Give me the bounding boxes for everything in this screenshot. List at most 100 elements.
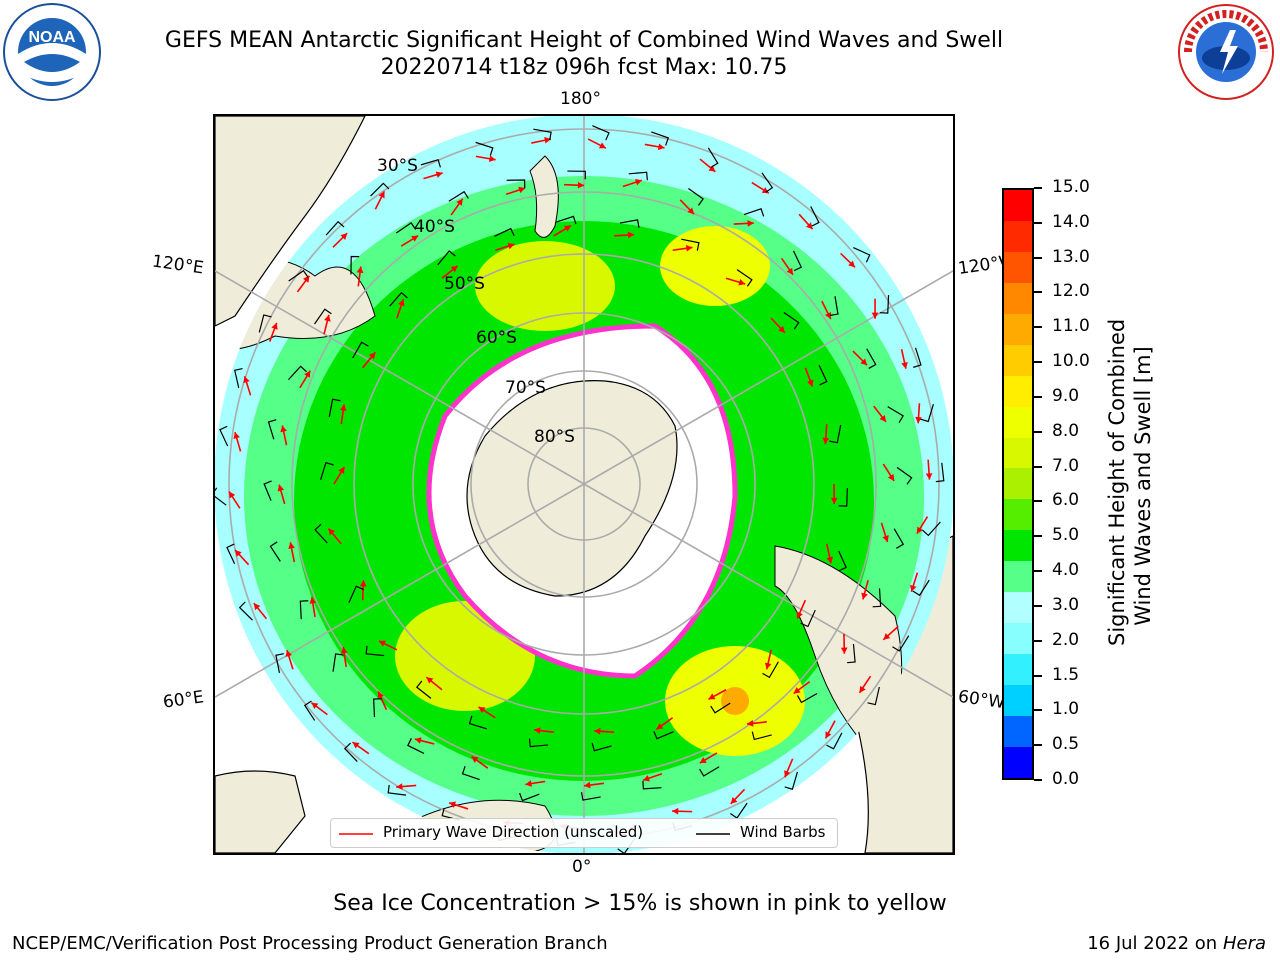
- wind-barb: [892, 635, 910, 652]
- wind-barb: [343, 742, 358, 762]
- polar-map: 30°S 40°S 50°S 60°S 70°S 80°S: [213, 114, 955, 855]
- wind-barb: [800, 609, 816, 628]
- wave-direction-arrowhead: [507, 242, 515, 250]
- wave-direction-arrowhead: [340, 233, 348, 240]
- wind-barb: [437, 250, 456, 266]
- wind-barb: [829, 296, 839, 316]
- wave-direction-arrowhead: [324, 314, 331, 322]
- colorbar-tick-label: 4.0: [1052, 560, 1080, 581]
- colorbar-segment: [1004, 654, 1032, 686]
- wind-barb: [395, 222, 417, 234]
- wind-barb: [407, 738, 425, 755]
- wind-barb: [533, 128, 552, 141]
- colorbar-tick-mark: [1034, 779, 1042, 781]
- colorbar-segment: [1004, 592, 1032, 624]
- wind-barb: [592, 125, 610, 141]
- wind-barb: [829, 424, 842, 444]
- date-text: 16 Jul 2022 on: [1087, 933, 1223, 954]
- lat-label-40s: 40°S: [414, 217, 455, 237]
- lon-label-180: 180°: [560, 89, 601, 109]
- lat-label-50s: 50°S: [444, 274, 485, 294]
- wind-barb: [651, 131, 670, 146]
- wave-direction-arrowhead: [253, 603, 261, 611]
- wind-barb: [226, 543, 236, 565]
- wind-barb: [751, 731, 772, 741]
- wave-direction-arrowhead: [657, 143, 665, 151]
- wind-barb: [838, 488, 848, 507]
- wind-barb: [303, 700, 316, 721]
- wind-barb: [350, 255, 360, 275]
- wave-direction-arrowhead: [449, 801, 456, 808]
- wave-direction-arrowhead: [396, 783, 403, 790]
- land-corner-bl: [215, 770, 306, 853]
- wave-direction-arrowhead: [901, 362, 908, 369]
- wind-barb: [448, 190, 469, 202]
- colorbar-segment: [1004, 344, 1032, 376]
- wave-direction-arrowhead: [672, 807, 679, 815]
- colorbar-tick-mark: [1034, 326, 1042, 329]
- wind-barb: [580, 792, 601, 801]
- colorbar-tick-label: 14.0: [1052, 211, 1090, 232]
- wave-direction-arrowhead: [411, 235, 419, 242]
- wave-direction-arrowhead: [871, 312, 879, 319]
- wave-direction-arrowhead: [915, 416, 922, 424]
- wave-direction-arrowhead: [377, 691, 384, 699]
- wind-barb: [468, 715, 487, 730]
- colorbar-tick-mark: [1034, 465, 1042, 468]
- wind-barb: [699, 766, 720, 777]
- wind-barb: [387, 784, 407, 796]
- map-title: GEFS MEAN Antarctic Significant Height o…: [164, 28, 1004, 53]
- wind-barb: [314, 523, 328, 544]
- colorbar-tick-label: 1.0: [1052, 699, 1080, 720]
- wave-direction-arrowhead: [414, 737, 422, 744]
- colorbar-segment: [1004, 406, 1032, 438]
- colorbar-segment: [1004, 561, 1032, 593]
- wave-direction-arrowhead: [518, 186, 526, 194]
- wind-barb: [935, 462, 945, 483]
- lat-label-70s: 70°S: [505, 378, 546, 398]
- colorbar-segment: [1004, 716, 1032, 748]
- machine-name: Hera: [1222, 933, 1266, 954]
- wind-barb: [591, 742, 612, 752]
- wind-barb: [796, 693, 818, 704]
- wind-barb: [299, 600, 309, 620]
- wave-direction-arrowhead: [796, 611, 803, 619]
- wind-barb: [328, 398, 341, 418]
- wave-direction-arrowhead: [271, 322, 278, 330]
- wind-barb: [325, 220, 345, 236]
- wave-direction-arrowhead: [627, 231, 635, 239]
- wave-direction-arrowhead: [634, 178, 642, 186]
- wave-direction-arrowhead: [925, 473, 933, 480]
- wave-direction-arrowhead: [235, 549, 242, 557]
- wave-direction-arrowhead: [488, 155, 496, 163]
- colorbar-tick-mark: [1034, 570, 1042, 573]
- wind-barb: [710, 702, 731, 714]
- wind-barb: [348, 585, 364, 603]
- wind-barb: [879, 295, 890, 314]
- wave-direction-arrows: [228, 136, 933, 837]
- wind-barb: [288, 269, 309, 282]
- colorbar-tick-label: 12.0: [1052, 281, 1090, 302]
- colorbar-tick-mark: [1034, 291, 1042, 294]
- wave-direction-arrowhead: [879, 414, 886, 422]
- wind-barb: [389, 291, 408, 307]
- wave-direction-arrowhead: [478, 706, 486, 714]
- colorbar-tick-label: 1.5: [1052, 664, 1080, 685]
- wave-direction-arrowhead: [747, 220, 754, 227]
- colorbar-segment: [1004, 375, 1032, 407]
- colorbar-segment: [1004, 251, 1032, 283]
- wind-barb: [792, 250, 803, 272]
- wind-barb: [288, 365, 307, 381]
- wind-barb: [736, 269, 753, 287]
- colorbar-tick-label: 8.0: [1052, 420, 1080, 441]
- wind-barb: [681, 238, 700, 251]
- wind-barb: [896, 466, 913, 485]
- wave-direction-arrowhead: [280, 425, 287, 433]
- wave-direction-arrowhead: [339, 404, 347, 411]
- wave-direction-arrowhead: [825, 731, 832, 739]
- wind-barb: [872, 588, 882, 608]
- wave-direction-arrowhead: [708, 693, 716, 700]
- wave-direction-arrowhead: [822, 437, 830, 445]
- wind-barb: [234, 367, 243, 389]
- swell-max: [721, 687, 749, 715]
